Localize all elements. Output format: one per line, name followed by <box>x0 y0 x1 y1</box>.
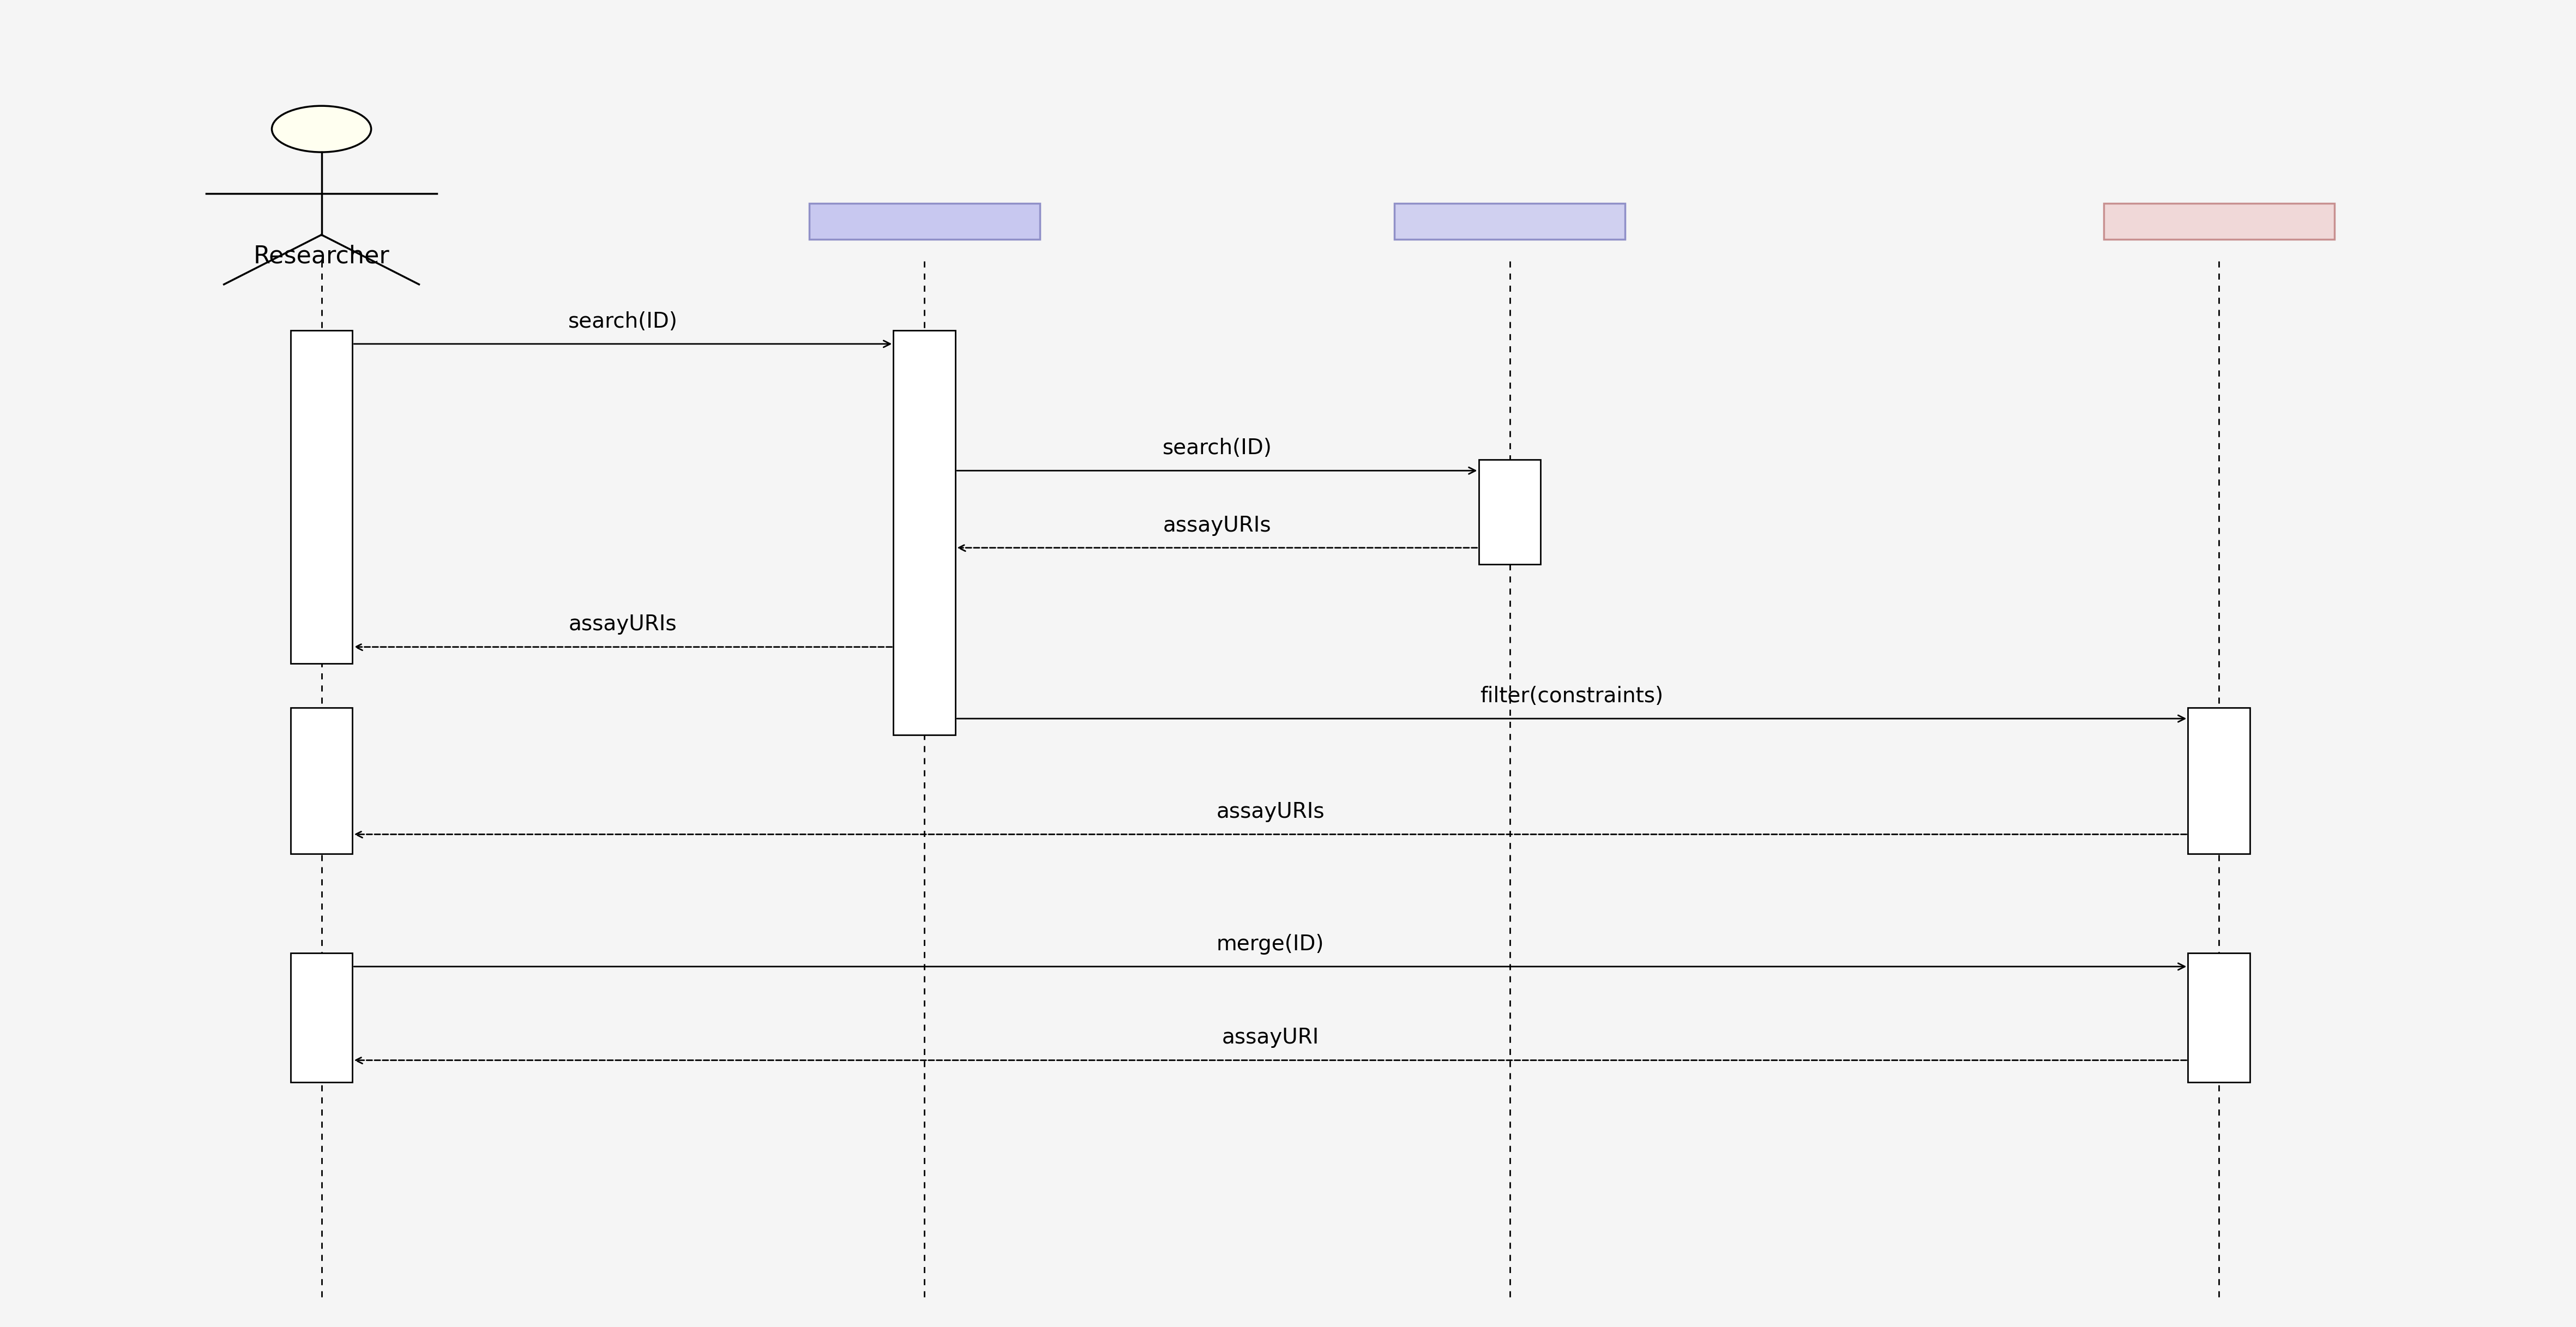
Text: search(ID): search(ID) <box>1162 438 1273 459</box>
FancyBboxPatch shape <box>809 203 1041 239</box>
Text: ChEMBLS: ChEMBLS <box>1453 210 1566 234</box>
Text: filter(constraints): filter(constraints) <box>1481 686 1664 706</box>
Ellipse shape <box>273 106 371 153</box>
Text: AssayS: AssayS <box>881 210 969 234</box>
Bar <box>2187 953 2249 1083</box>
Text: assayURIs: assayURIs <box>569 614 677 634</box>
Bar <box>1479 459 1540 564</box>
Bar <box>894 330 956 735</box>
Bar <box>291 330 353 664</box>
FancyBboxPatch shape <box>2105 203 2334 239</box>
Text: assayURIs: assayURIs <box>1216 802 1324 823</box>
Text: merge(ID): merge(ID) <box>1216 934 1324 954</box>
Text: assayURIs: assayURIs <box>1162 515 1270 536</box>
Text: SelectionAndFilterS: SelectionAndFilterS <box>2102 210 2336 234</box>
FancyBboxPatch shape <box>1394 203 1625 239</box>
Bar <box>291 953 353 1083</box>
Bar <box>291 707 353 853</box>
Bar <box>2187 707 2249 853</box>
Text: search(ID): search(ID) <box>569 311 677 332</box>
Text: assayURI: assayURI <box>1221 1027 1319 1048</box>
Text: Researcher: Researcher <box>252 244 389 268</box>
